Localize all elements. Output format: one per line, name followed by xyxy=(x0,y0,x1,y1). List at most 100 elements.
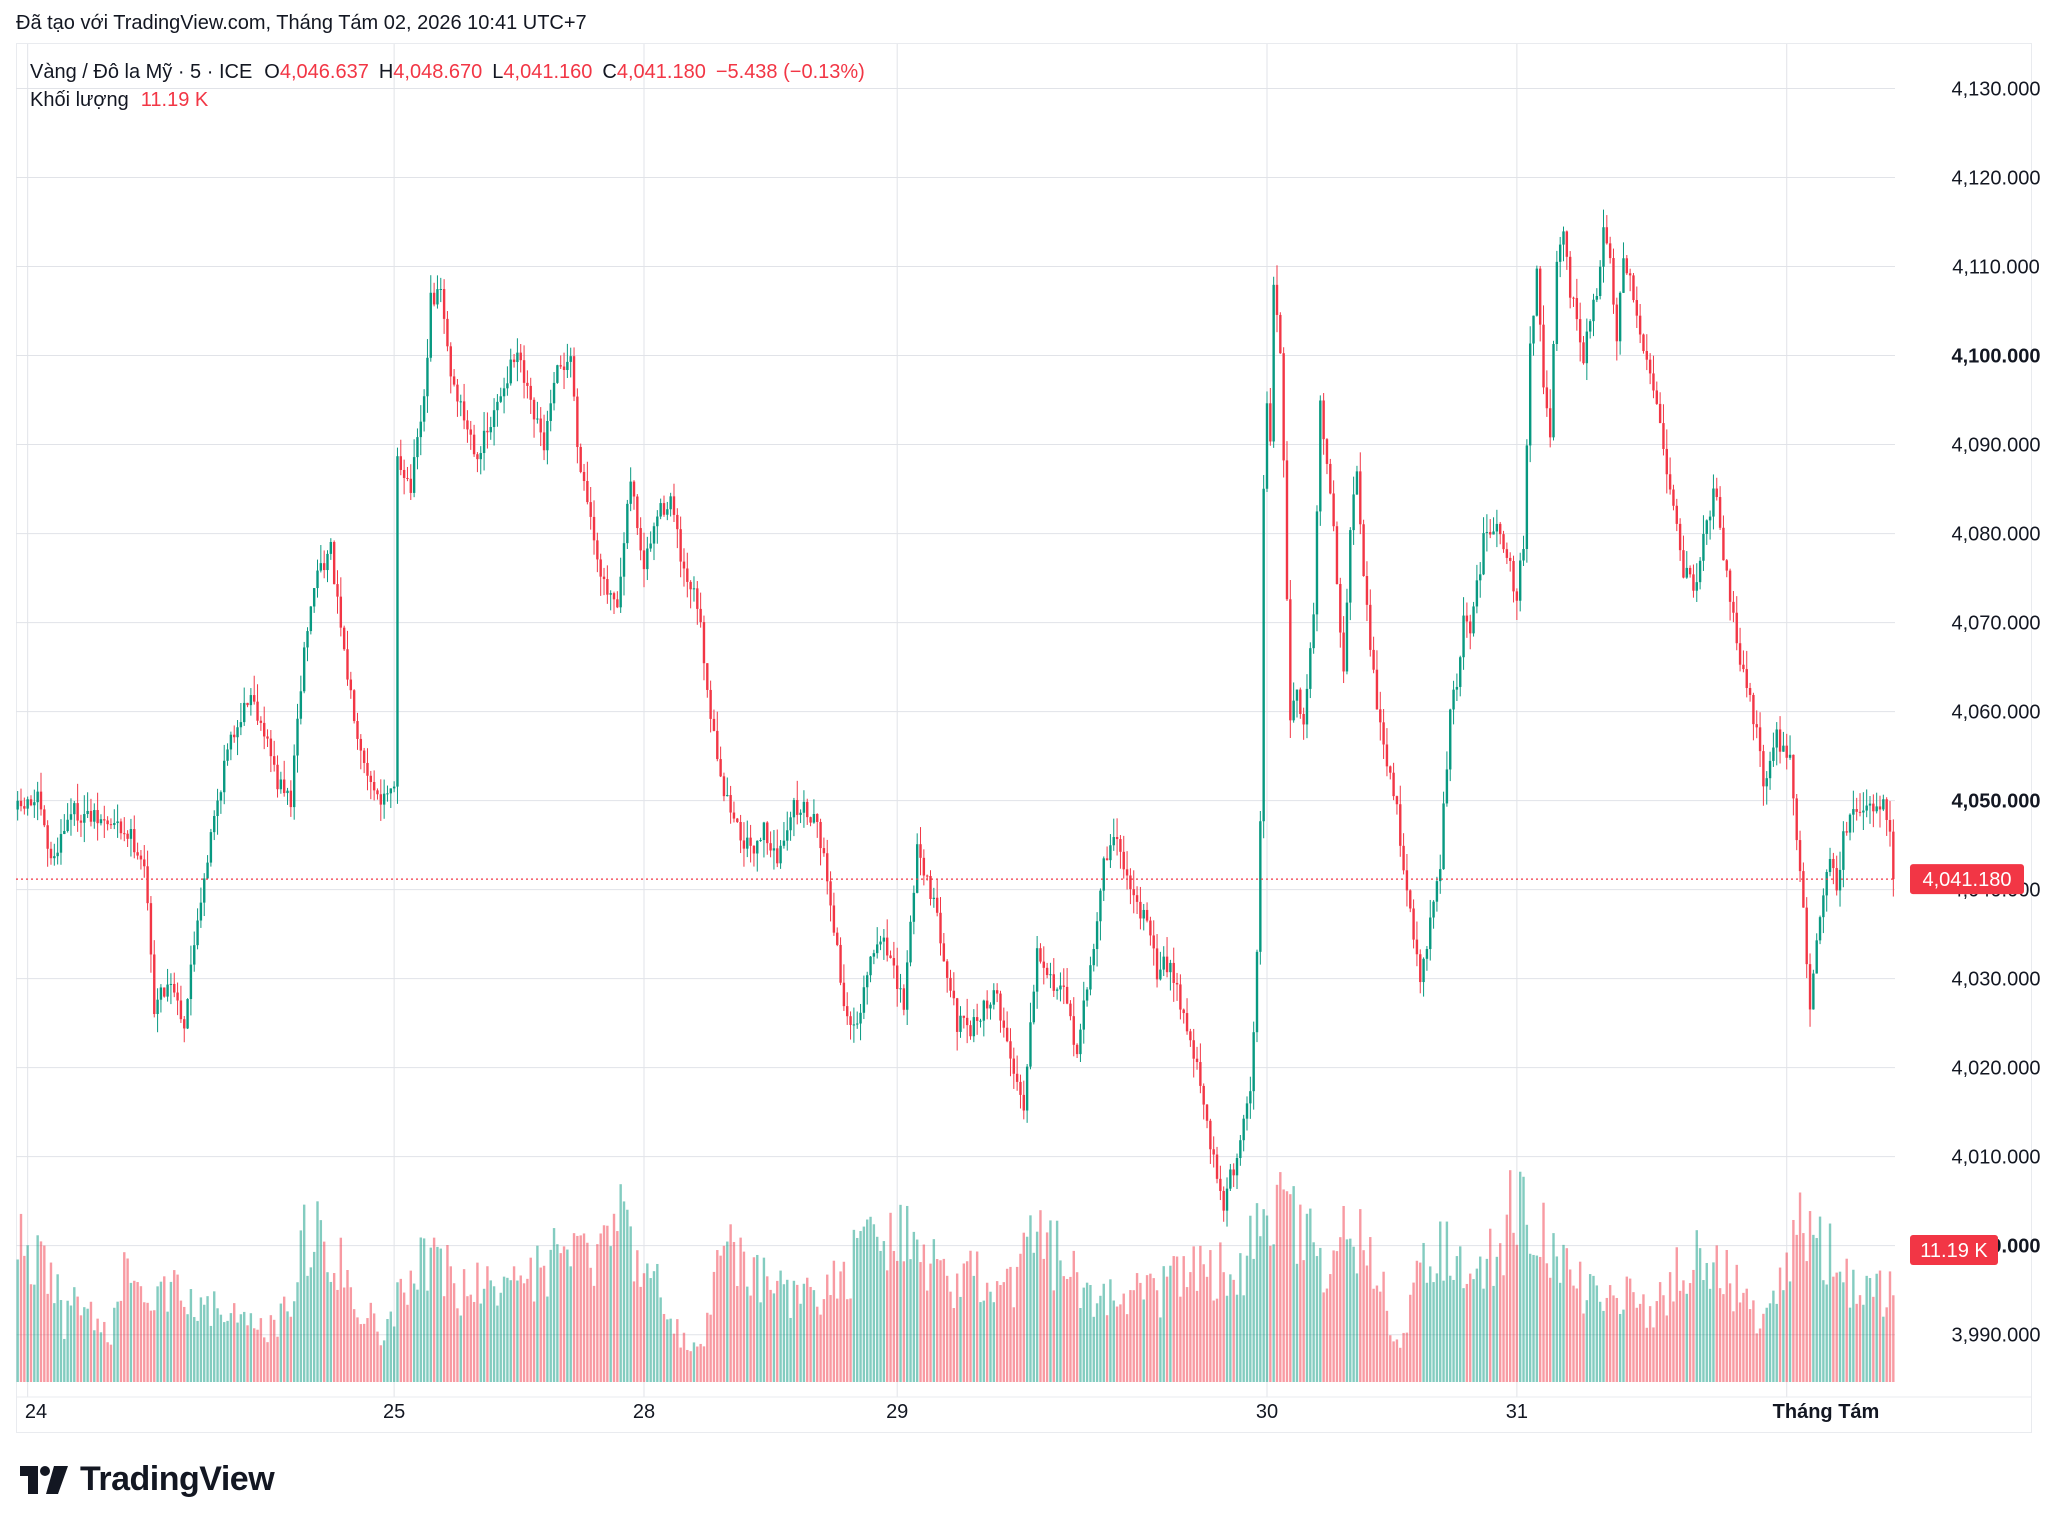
volume-bar xyxy=(799,1303,802,1382)
volume-bar xyxy=(979,1302,982,1382)
candle-body xyxy=(179,1000,183,1020)
candle-body xyxy=(203,878,206,903)
candle-body xyxy=(1568,256,1572,298)
candle-body xyxy=(1598,266,1602,297)
candle-body xyxy=(1672,489,1675,506)
candle-body xyxy=(442,289,446,319)
candle-body xyxy=(1502,534,1505,550)
candle-body xyxy=(979,1020,982,1022)
volume-bars xyxy=(16,1170,1895,1382)
volume-bar xyxy=(1332,1250,1335,1382)
candle-body xyxy=(712,718,716,731)
volume-bar xyxy=(869,1216,872,1382)
candle-body xyxy=(223,760,226,793)
volume-bar xyxy=(1632,1292,1635,1382)
candle-body xyxy=(1292,700,1295,721)
candle-body xyxy=(732,812,736,819)
volume-bar xyxy=(436,1246,439,1382)
candle-body xyxy=(756,840,759,854)
candle-body xyxy=(129,829,133,839)
candle-body xyxy=(1662,423,1665,449)
candle-body xyxy=(1305,688,1309,725)
candle-body xyxy=(1125,869,1129,876)
candle-body xyxy=(1459,657,1462,687)
volume-bar xyxy=(422,1238,426,1382)
candle-body xyxy=(1419,954,1422,983)
candle-body xyxy=(1798,840,1802,872)
candle-body xyxy=(666,509,669,515)
volume-bar xyxy=(1505,1214,1509,1382)
volume-bar xyxy=(486,1266,489,1382)
time-axis[interactable]: 24 25 28 29 30 31 Tháng Tám xyxy=(16,1396,2032,1423)
volume-bar xyxy=(942,1258,946,1382)
volume-bar xyxy=(302,1204,306,1382)
volume-bar xyxy=(1852,1269,1855,1382)
candle-body xyxy=(39,791,43,810)
volume-bar xyxy=(1045,1232,1049,1382)
volume-bar xyxy=(1845,1258,1848,1382)
volume-bar xyxy=(905,1205,909,1382)
volume-bar xyxy=(1015,1266,1019,1382)
candle-body xyxy=(1702,533,1705,561)
volume-bar xyxy=(1365,1265,1369,1382)
candle-body xyxy=(1538,268,1542,325)
candle-body xyxy=(436,289,439,305)
candle-body xyxy=(53,856,56,859)
time-tick-label: 24 xyxy=(25,1401,47,1423)
volume-bar xyxy=(272,1319,276,1382)
volume-bar xyxy=(449,1266,452,1382)
candle-body xyxy=(1765,778,1768,787)
candle-body xyxy=(1302,713,1305,725)
tradingview-logo[interactable]: TradingView xyxy=(20,1460,275,1499)
price-tick-label: 4,080.000 xyxy=(1952,524,2041,546)
volume-bar xyxy=(642,1273,646,1382)
volume-bar xyxy=(1732,1311,1735,1382)
candle-body xyxy=(546,420,549,451)
volume-bar xyxy=(899,1204,902,1382)
candle-body xyxy=(1755,724,1758,728)
candle-body xyxy=(1072,1016,1075,1045)
symbol-label[interactable]: Vàng / Đô la Mỹ · 5 · ICE xyxy=(30,61,253,83)
close-key: C xyxy=(602,61,617,83)
volume-bar xyxy=(1082,1287,1085,1382)
candle-body xyxy=(1565,231,1569,257)
volume-bar xyxy=(263,1337,266,1382)
candle-body xyxy=(549,403,552,421)
volume-bar xyxy=(109,1344,113,1382)
volume-bar xyxy=(1342,1205,1345,1382)
candle-body xyxy=(772,848,776,851)
volume-label[interactable]: Khối lượng xyxy=(30,89,129,111)
candle-body xyxy=(1638,315,1642,335)
volume-bar xyxy=(1838,1271,1842,1382)
volume-bar xyxy=(79,1315,83,1382)
candle-body xyxy=(1205,1104,1209,1121)
price-chart[interactable]: 4,130.000 4,120.000 4,110.000 4,100.000 4,09… xyxy=(0,0,2048,1440)
candle-body xyxy=(1645,351,1648,360)
candle-body xyxy=(586,481,589,503)
volume-bar xyxy=(1345,1239,1349,1382)
volume-bar xyxy=(846,1299,849,1382)
candle-body xyxy=(522,360,526,383)
volume-bar xyxy=(1305,1213,1309,1382)
volume-bar xyxy=(1762,1313,1765,1382)
candle-body xyxy=(1155,948,1159,980)
candle-body xyxy=(989,1004,992,1009)
volume-bar xyxy=(672,1333,676,1382)
volume-bar xyxy=(1242,1295,1245,1382)
candle-body xyxy=(176,992,179,1001)
volume-bar xyxy=(139,1286,143,1382)
volume-bar xyxy=(1089,1284,1092,1382)
volume-bar xyxy=(509,1280,512,1382)
candle-body xyxy=(1152,935,1155,949)
volume-bar xyxy=(549,1249,552,1382)
candle-body xyxy=(369,775,373,783)
volume-bar xyxy=(1309,1208,1312,1382)
price-axis[interactable]: 4,130.000 4,120.000 4,110.000 4,100.000 4,09… xyxy=(1910,79,2040,1347)
volume-bar xyxy=(882,1241,886,1382)
candle-body xyxy=(1139,901,1142,919)
volume-bar xyxy=(1382,1271,1385,1382)
volume-bar xyxy=(1728,1283,1732,1382)
volume-bar xyxy=(1109,1279,1112,1382)
volume-bar xyxy=(1165,1276,1169,1382)
candle-body xyxy=(1555,261,1559,345)
